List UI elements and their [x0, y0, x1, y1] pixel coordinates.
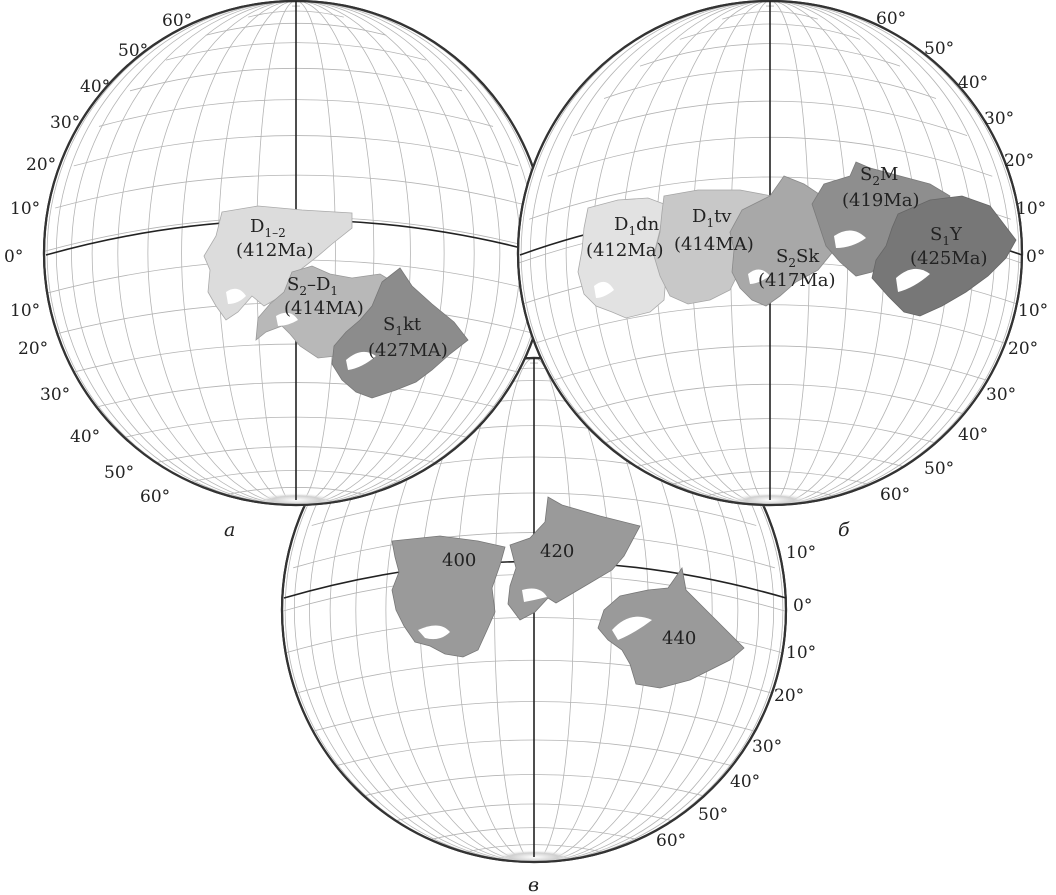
block-S2-D1 [255, 265, 401, 359]
block-label-a1: S2–D1 (414MA) [284, 274, 364, 319]
svg-text:S1Y: S1Y [930, 224, 963, 248]
svg-text:10°: 10° [10, 301, 40, 321]
meridian-line [355, 358, 713, 862]
meridian-line [293, 358, 775, 862]
lat-label: 0° [793, 596, 812, 616]
svg-text:D1–2: D1–2 [250, 216, 286, 240]
svg-text:0°: 0° [1026, 247, 1045, 267]
block-420 [507, 496, 641, 621]
svg-text:50°: 50° [924, 39, 954, 59]
lat-label: 30° [752, 737, 782, 757]
meridian-line [529, 1, 1011, 505]
svg-text:30°: 30° [986, 385, 1016, 405]
svg-text:(417Ma): (417Ma) [758, 270, 836, 291]
svg-text:50°: 50° [118, 41, 148, 61]
svg-text:(412Ma): (412Ma) [236, 240, 314, 261]
svg-text:20°: 20° [18, 339, 48, 359]
svg-text:S1kt: S1kt [383, 314, 422, 338]
lat-label: 10° [786, 643, 816, 663]
meridian-line [147, 1, 445, 505]
svg-text:30°: 30° [40, 385, 70, 405]
globe-a: D1–2 (412Ma) S2–D1 (414MA) S1kt (427MA) … [4, 0, 550, 541]
lat-label: 40° [730, 772, 760, 792]
latitude-labels-c: 10° 0° 10° 20° 30° 40° 50° 60° [656, 543, 816, 851]
meridian-line [181, 1, 411, 505]
panel-label-c: в [528, 874, 539, 895]
svg-text:20°: 20° [1004, 151, 1034, 171]
svg-text:30°: 30° [50, 113, 80, 133]
meridian-line [117, 1, 475, 505]
svg-text:60°: 60° [876, 9, 906, 29]
block-label-b3: S2M (419Ma) [842, 164, 920, 211]
svg-text:50°: 50° [104, 463, 134, 483]
meridian-line [91, 1, 501, 505]
block-label-b4: S1Y (425Ma) [910, 224, 988, 269]
meridian-line [520, 1, 1020, 505]
globe-b: D1dn (412Ma) D1tv (414MA) S2Sk (417Ma) S… [516, 0, 1048, 541]
svg-text:40°: 40° [958, 73, 988, 93]
panel-label-a: a [224, 519, 235, 541]
svg-text:(425Ma): (425Ma) [910, 248, 988, 269]
svg-text:D1dn: D1dn [614, 214, 660, 238]
block-label-b1: D1tv (414MA) [674, 206, 754, 255]
meridian-line [284, 358, 784, 862]
block-label-b0: D1dn (412Ma) [586, 214, 664, 261]
block-label-a2: S1kt (427MA) [368, 314, 448, 361]
block-label: 420 [540, 541, 574, 562]
meridian-line [329, 358, 739, 862]
svg-text:40°: 40° [958, 425, 988, 445]
lat-label: 10° [786, 543, 816, 563]
block-S1kt [331, 267, 469, 399]
svg-text:0°: 0° [4, 247, 23, 267]
svg-text:40°: 40° [80, 77, 110, 97]
svg-text:40°: 40° [70, 427, 100, 447]
svg-text:20°: 20° [26, 155, 56, 175]
svg-text:60°: 60° [162, 11, 192, 31]
svg-text:(419Ma): (419Ma) [842, 190, 920, 211]
svg-text:60°: 60° [880, 485, 910, 505]
svg-text:S2M: S2M [860, 164, 898, 188]
block-400 [391, 535, 506, 658]
svg-text:D1tv: D1tv [692, 206, 732, 230]
svg-text:20°: 20° [1008, 339, 1038, 359]
svg-text:(414MA): (414MA) [284, 298, 364, 319]
svg-text:(414MA): (414MA) [674, 234, 754, 255]
svg-text:30°: 30° [984, 109, 1014, 129]
latitude-labels-b: 60° 50° 40° 30° 20° 10° 0° 10° 20° 30° 4… [876, 9, 1048, 505]
lat-label: 60° [656, 831, 686, 851]
lat-label: 50° [698, 805, 728, 825]
svg-text:S2Sk: S2Sk [776, 246, 820, 270]
block-label-b2: S2Sk (417Ma) [758, 246, 836, 291]
svg-text:50°: 50° [924, 459, 954, 479]
block-label-a0: D1–2 (412Ma) [236, 216, 314, 261]
block-label: 400 [442, 550, 476, 571]
svg-text:60°: 60° [140, 487, 170, 507]
svg-text:(412Ma): (412Ma) [586, 240, 664, 261]
svg-text:10°: 10° [10, 199, 40, 219]
lat-label: 20° [774, 686, 804, 706]
svg-text:(427MA): (427MA) [368, 340, 448, 361]
panel-label-b: б [838, 519, 850, 541]
svg-text:10°: 10° [1018, 301, 1048, 321]
svg-text:10°: 10° [1016, 199, 1046, 219]
meridian-line [309, 358, 759, 862]
block-label: 440 [662, 628, 696, 649]
block-440 [597, 566, 745, 689]
svg-text:S2–D1: S2–D1 [287, 274, 338, 298]
latitude-labels-a: 60° 50° 40° 30° 20° 10° 0° 10° 20° 30° 4… [4, 11, 192, 507]
